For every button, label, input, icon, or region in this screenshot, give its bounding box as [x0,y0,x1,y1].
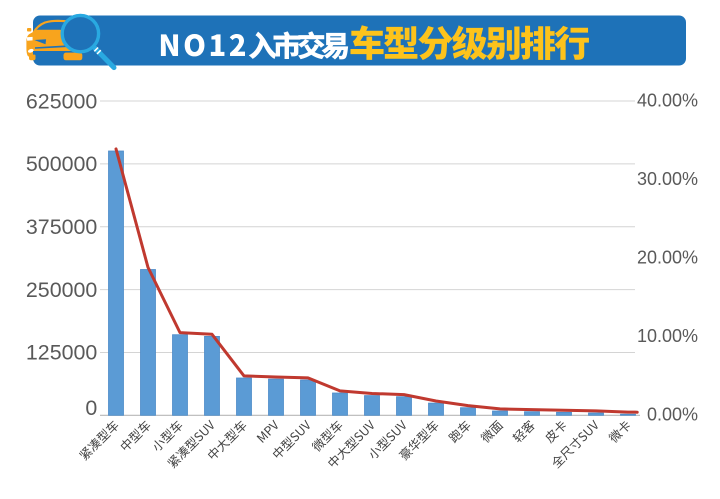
svg-text:20.00%: 20.00% [637,248,698,268]
svg-text:10.00%: 10.00% [637,326,698,346]
svg-text:250000: 250000 [26,278,97,302]
svg-text:500000: 500000 [26,152,97,176]
svg-text:125000: 125000 [26,341,97,365]
svg-text:375000: 375000 [26,215,97,239]
svg-text:625000: 625000 [26,89,97,113]
svg-text:30.00%: 30.00% [637,169,698,189]
svg-text:0.00%: 0.00% [647,405,698,425]
svg-text:0: 0 [85,396,97,420]
svg-text:40.00%: 40.00% [637,90,698,110]
